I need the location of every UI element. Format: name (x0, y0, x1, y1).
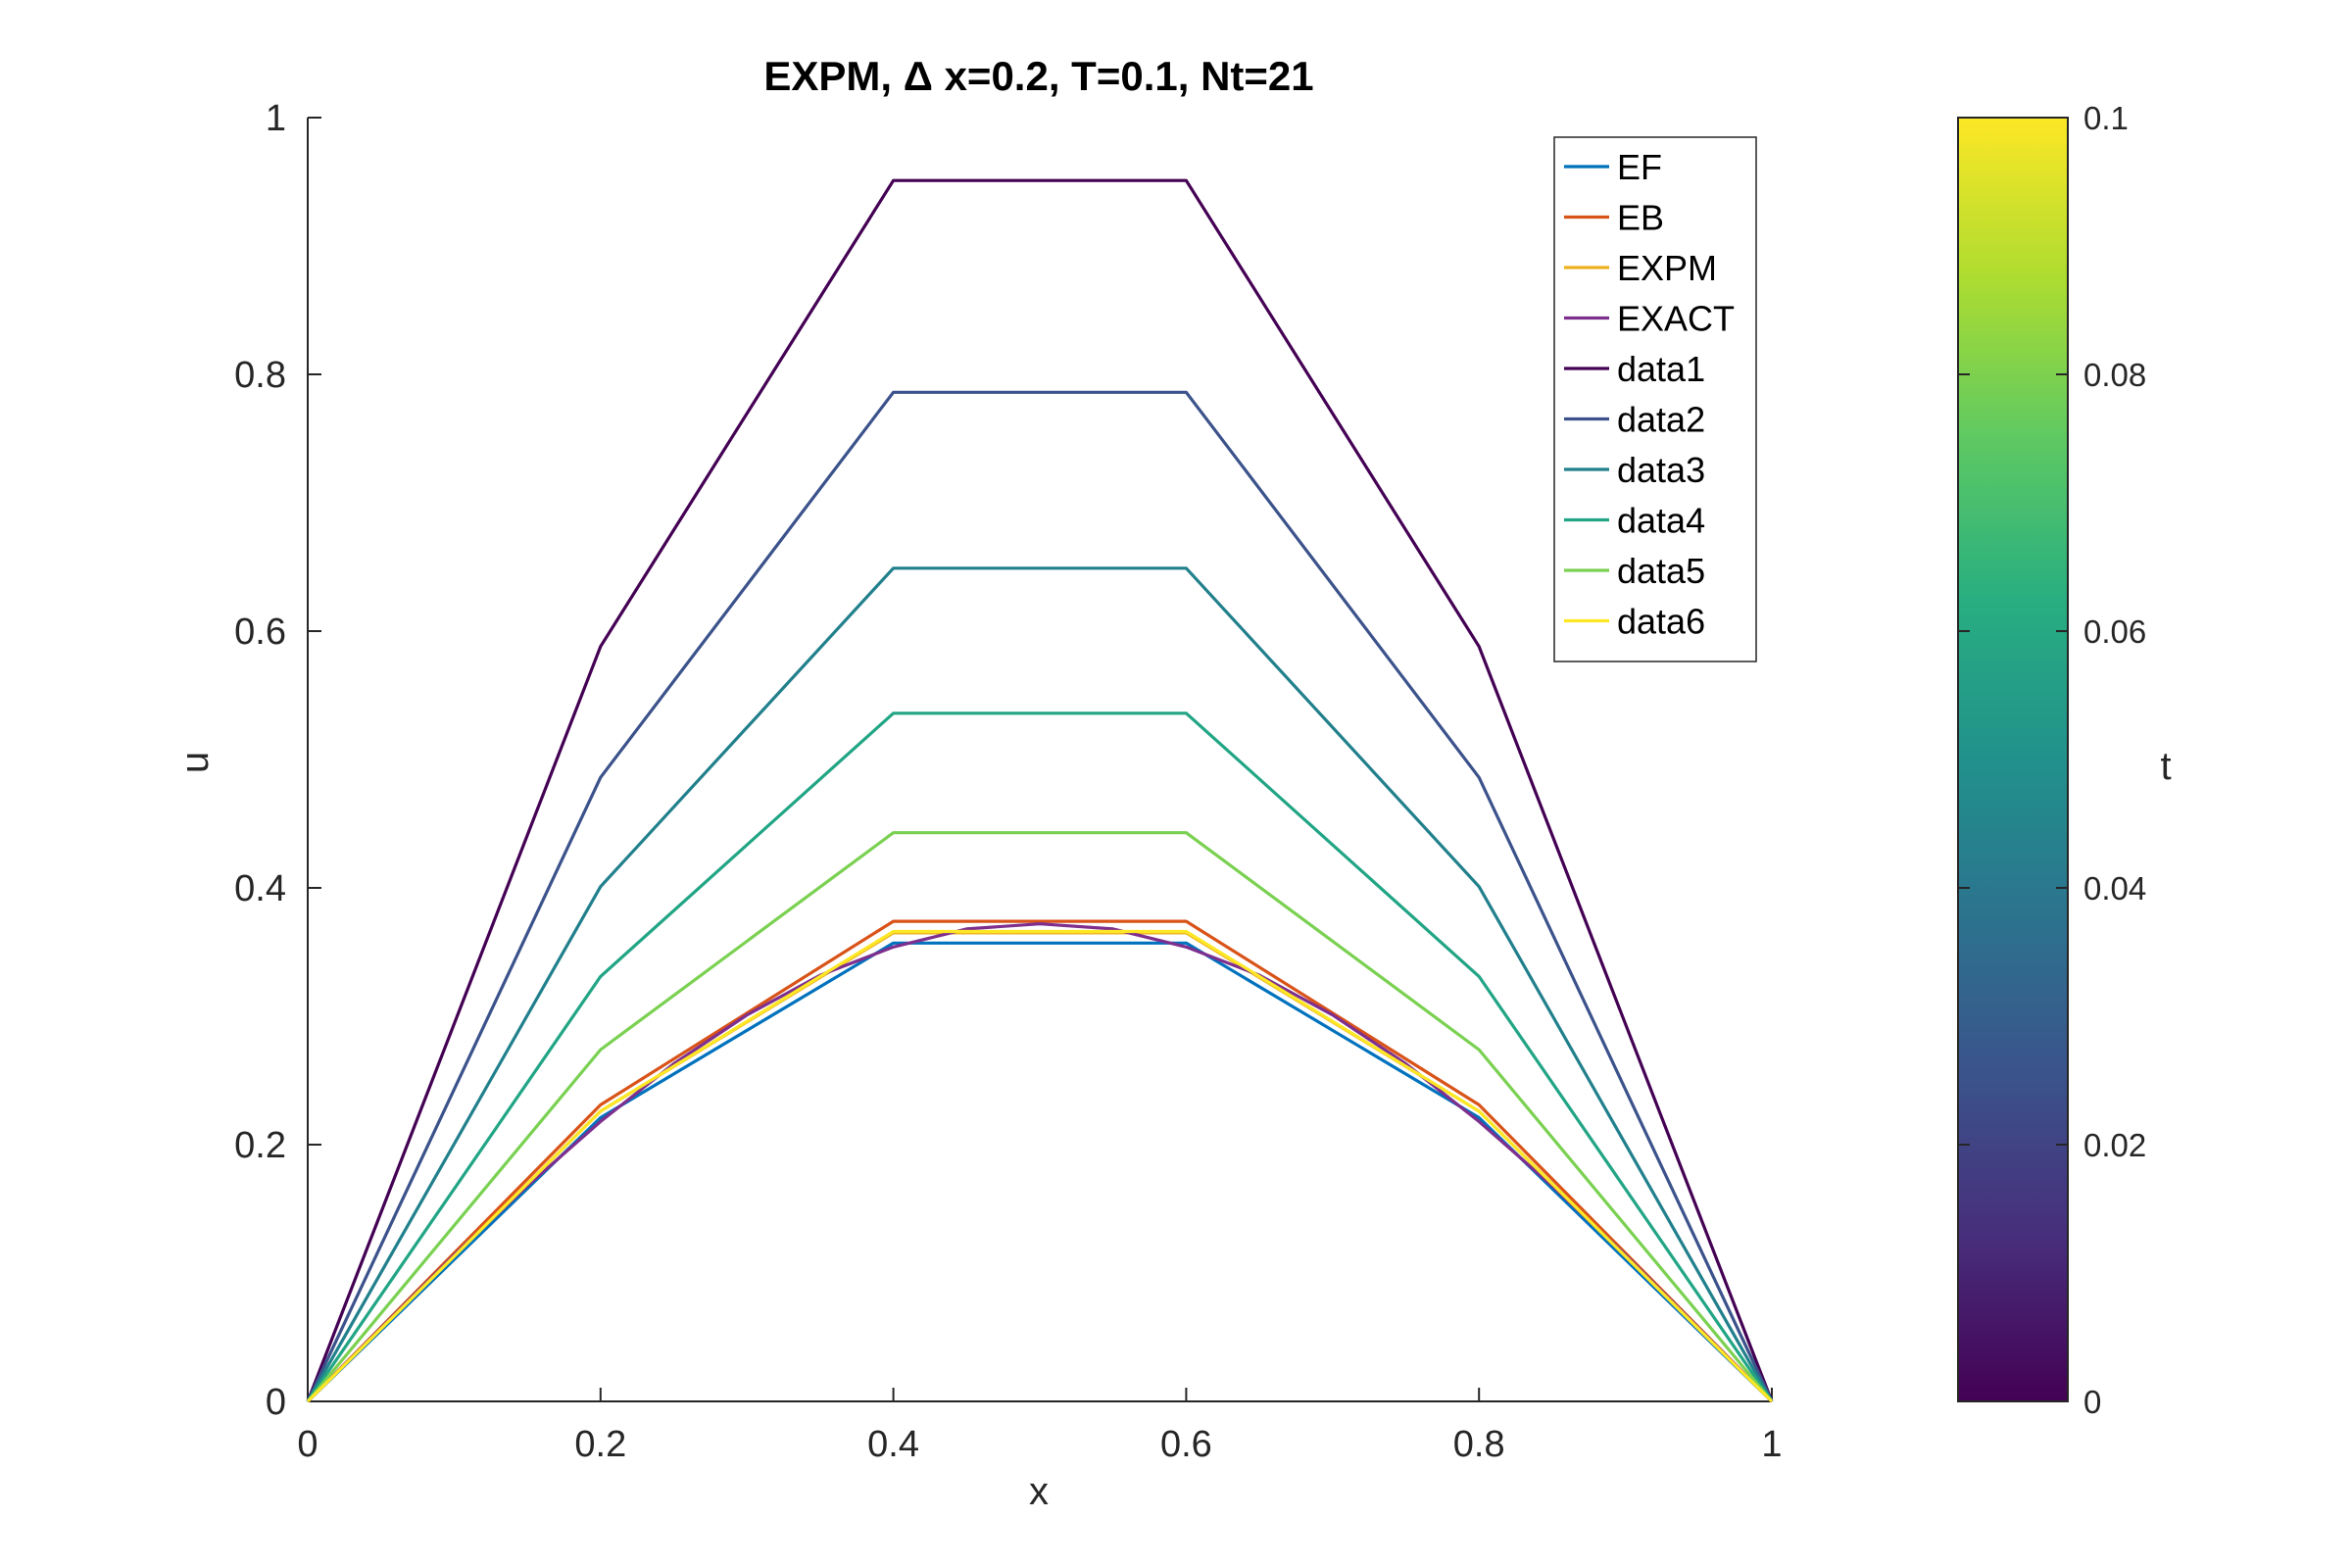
series-line-data5 (306, 831, 1774, 1403)
colorbar-tick-label: 0.06 (2083, 613, 2146, 650)
y-tick-label: 1 (266, 98, 286, 139)
series-line-exact (306, 922, 1774, 1403)
legend-entry: data5 (1617, 551, 1705, 591)
y-axis-label: u (173, 752, 217, 773)
colorbar: 0 0.02 0.04 0.06 0.08 0.1 (1957, 100, 2146, 1420)
colorbar-tick-label: 0.02 (2083, 1127, 2146, 1163)
colorbar-tick-label: 0.04 (2083, 870, 2146, 906)
y-tick-label: 0.2 (234, 1125, 286, 1166)
chart-title: EXPM, Δ x=0.2, T=0.1, Nt=21 (763, 53, 1313, 99)
colorbar-tick-label: 0.08 (2083, 357, 2146, 393)
x-tick-label: 0.6 (1160, 1424, 1212, 1465)
legend-entry: EXACT (1617, 299, 1735, 339)
colorbar-tick-label: 0.1 (2083, 100, 2129, 136)
x-tick-label: 0 (297, 1424, 318, 1465)
x-tick-label: 0.2 (574, 1424, 626, 1465)
legend-entry: data2 (1617, 400, 1705, 440)
y-tick-label: 0.8 (234, 355, 286, 396)
x-tick-label: 0.4 (867, 1424, 919, 1465)
legend-entry: data6 (1617, 602, 1705, 642)
legend-entry: data1 (1617, 349, 1705, 389)
x-axis-label: x (1029, 1470, 1049, 1513)
legend-box (1553, 136, 1757, 662)
x-tick-label: 1 (1761, 1424, 1782, 1465)
y-tick-label: 0.6 (234, 612, 286, 653)
series-line-data3 (306, 566, 1774, 1402)
legend-entry: data3 (1617, 450, 1705, 490)
colorbar-gradient (1957, 117, 2069, 1402)
series-line-expm (306, 931, 1774, 1403)
legend-entry: EF (1617, 147, 1662, 187)
plot-area: 0 0.2 0.4 0.6 0.8 1 0 0.2 0.4 0.6 0.8 1 (234, 98, 1782, 1465)
colorbar-tick-label: 0 (2083, 1384, 2101, 1420)
series-line-eb (306, 919, 1774, 1403)
legend-entry: EXPM (1617, 248, 1717, 288)
colorbar-label: t (2160, 745, 2171, 788)
legend-entry: data4 (1617, 501, 1705, 541)
series-line-data2 (306, 390, 1774, 1402)
series-line-data6 (306, 929, 1774, 1403)
x-tick-label: 0.8 (1453, 1424, 1505, 1465)
legend: EF EB EXPM EXACT data1 data2 data3 data4 data5 da… (1553, 136, 1757, 662)
series-line-data4 (306, 711, 1774, 1402)
y-tick-label: 0 (266, 1382, 286, 1423)
legend-entry: EB (1617, 198, 1664, 238)
y-tick-label: 0.4 (234, 868, 286, 909)
series-line-ef (306, 941, 1774, 1403)
series-line-data1 (306, 178, 1774, 1402)
